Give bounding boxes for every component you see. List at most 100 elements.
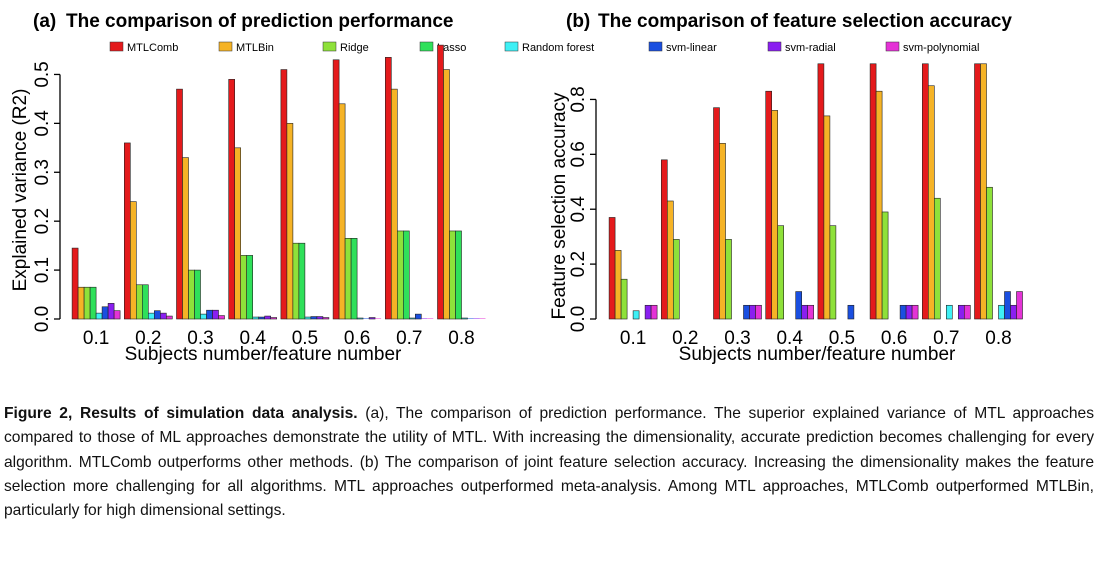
panel-a-bar-svm-radial-0-3 [212, 309, 219, 320]
panel-b-x-tick-label: 0.2 [672, 328, 698, 349]
panel-b-y-tick-label: 0.2 [568, 251, 589, 277]
legend-label-mtlcomb: MTLComb [127, 42, 178, 54]
panel-a-y-tick-label: 0.5 [32, 61, 53, 87]
panel-b-bar-mtlcomb-0-7 [921, 63, 929, 320]
panel-a-bar-svm-radial-0-6 [368, 317, 376, 320]
panel-a-bar-mtlbin-0-3 [182, 157, 189, 320]
panel-a-bar-lasso-0-7 [402, 230, 410, 320]
panel-a-bar-svm-linear-0-3 [206, 309, 213, 320]
panel-b-bar-svm-polynomial-0-6 [911, 304, 919, 320]
panel-b-bar-svm-radial-0-7 [957, 304, 965, 320]
panel-a-bar-random-forest-0-2 [148, 312, 155, 320]
legend: MTLComb MTLBin Ridge Lasso Random forest svm-… [109, 41, 979, 54]
panel-a-bar-mtlcomb-0-6 [332, 59, 340, 320]
panel-b-bar-svm-linear-0-4 [795, 291, 803, 320]
panel-a-bar-svm-polynomial-0-1 [113, 310, 121, 320]
panel-a-x-tick-label: 0.8 [448, 328, 474, 349]
panel-b-bar-ridge-0-4 [777, 225, 785, 320]
legend-swatch-svm-polynomial [885, 41, 900, 52]
panel-b-bar-svm-polynomial-0-4 [807, 304, 815, 320]
panel-a-bar-mtlbin-0-4 [234, 147, 241, 320]
panel-b-bar-mtlbin-0-6 [875, 90, 883, 320]
panel-b-bar-ridge-0-1 [620, 278, 628, 320]
panel-a-bar-random-forest-0-8 [461, 317, 468, 320]
panel-b-bar-ridge-0-7 [933, 197, 941, 320]
panel-a-y-tick-label: 0.2 [32, 208, 53, 234]
panel-a-x-tick-label: 0.6 [344, 328, 370, 349]
panel-b-x-tick-label: 0.7 [933, 328, 959, 349]
panel-a-bar-lasso-0-6 [350, 238, 358, 320]
panel-b-bar-random-forest-0-8 [998, 304, 1005, 320]
panel-b-bar-mtlbin-0-2 [666, 200, 674, 320]
panel-a-x-tick-label: 0.3 [187, 328, 213, 349]
panel-a-bar-svm-polynomial-0-4 [270, 317, 278, 320]
panel-a-bar-random-forest-0-4 [252, 316, 259, 320]
panel-b-bar-ridge-0-8 [986, 186, 993, 320]
legend-swatch-mtlcomb [109, 41, 124, 52]
caption-body: (a), The comparison of prediction perfor… [4, 405, 1094, 520]
panel-a-x-axis-label: Subjects number/feature number [125, 344, 402, 365]
legend-swatch-random-forest [504, 41, 519, 52]
panel-a-bar-ridge-0-7 [396, 230, 404, 320]
panel-a-bar-mtlbin-0-1 [77, 286, 85, 320]
panel-b-bar-svm-polynomial-0-1 [650, 304, 658, 320]
panel-b-x-tick-label: 0.3 [724, 328, 750, 349]
legend-label-random-forest: Random forest [522, 42, 594, 54]
legend-swatch-mtlbin [218, 41, 233, 52]
panel-b-bar-svm-radial-0-6 [905, 304, 913, 320]
panel-a-x-tick-label: 0.1 [83, 328, 109, 349]
panel-b-bar-svm-polynomial-0-8 [1016, 291, 1023, 320]
panel-a-bar-svm-linear-0-4 [258, 316, 266, 320]
panel-a-bar-svm-linear-0-5 [310, 316, 318, 320]
panel-b-bar-mtlbin-0-7 [927, 85, 935, 320]
panel-a-bar-ridge-0-5 [292, 242, 300, 320]
panel-a-y-tick-label: 0.3 [32, 159, 53, 185]
panel-a-bar-svm-radial-0-4 [264, 315, 272, 320]
panel-a-bar-mtlcomb-0-2 [124, 142, 131, 320]
panel-b-bar-ridge-0-3 [725, 239, 732, 320]
panel-b-x-tick-label: 0.5 [829, 328, 855, 349]
panel-b-bar-svm-linear-0-8 [1004, 291, 1011, 320]
panel-a-bar-svm-polynomial-0-2 [166, 315, 173, 320]
panel-b-x-tick-label: 0.6 [881, 328, 907, 349]
panel-a-bar-lasso-0-8 [455, 230, 462, 320]
panel-b-bar-random-forest-0-1 [632, 310, 640, 320]
panel-b-y-tick-label: 0.0 [568, 306, 589, 332]
panel-a-y-tick-label: 0.1 [32, 257, 53, 283]
panel-a-y-tick-label: 0.0 [32, 306, 53, 332]
panel-a-bar-mtlbin-0-6 [338, 103, 346, 320]
legend-swatch-ridge [322, 41, 337, 52]
panel-b-bar-mtlcomb-0-3 [713, 107, 720, 320]
panel-a-y-axis-label: Explained variance (R2) [10, 89, 31, 292]
legend-label-svm-linear: svm-linear [666, 42, 717, 54]
panel-a-bar-random-forest-0-1 [95, 312, 103, 320]
panel-a-bar-lasso-0-5 [298, 242, 306, 320]
panel-b-bar-svm-linear-0-6 [899, 304, 907, 320]
panel-b-x-axis-label: Subjects number/feature number [679, 344, 956, 365]
panel-b-bar-mtlcomb-0-5 [817, 63, 825, 320]
panel-a-bar-mtlcomb-0-8 [437, 44, 444, 320]
panel-a-bar-lasso-0-3 [194, 269, 201, 320]
panel-b-bar-svm-polynomial-0-7 [963, 304, 971, 320]
panel-a-bar-mtlcomb-0-4 [228, 79, 235, 320]
panel-b-x-tick-label: 0.1 [620, 328, 646, 349]
panel-a-x-tick-label: 0.4 [239, 328, 266, 349]
panel-a-bar-random-forest-0-3 [200, 313, 207, 320]
panel-a-bar-mtlbin-0-2 [130, 201, 137, 320]
panel-b-bar-svm-linear-0-3 [743, 304, 750, 320]
panel-a-bar-lasso-0-1 [89, 286, 97, 320]
panel-b-label: (b) [566, 11, 590, 32]
panel-a-bar-mtlcomb-0-7 [384, 57, 392, 320]
panel-a-bar-svm-radial-0-2 [160, 312, 167, 320]
panel-b-bar-svm-polynomial-0-3 [755, 304, 762, 320]
legend-label-lasso: Lasso [437, 42, 466, 54]
panel-b-bar-mtlcomb-0-8 [974, 63, 981, 320]
panel-b-bar-ridge-0-2 [672, 239, 680, 320]
panel-a-bar-lasso-0-2 [142, 284, 149, 320]
panel-a-bar-svm-polynomial-0-3 [218, 315, 225, 320]
panel-a-title: The comparison of prediction performance [66, 11, 453, 32]
panel-a-x-tick-label: 0.2 [135, 328, 161, 349]
panel-b-y-tick-label: 0.4 [568, 196, 589, 223]
